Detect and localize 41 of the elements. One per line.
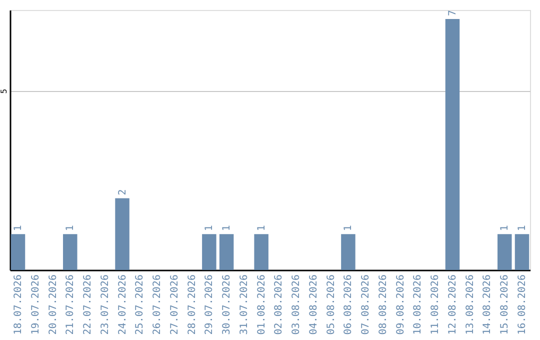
data-label: 1 [12,225,24,232]
x-tick-label: 21.07.2026 [65,274,76,335]
x-tick-label: 08.08.2026 [378,274,389,335]
data-label: 1 [343,225,354,232]
data-label: 1 [500,225,511,232]
x-tick-label: 25.07.2026 [134,274,146,335]
x-tick-label: 20.07.2026 [48,274,59,335]
x-tick-label: 18.07.2026 [12,274,24,335]
x-tick-label: 04.08.2026 [308,274,320,335]
x-tick-label: 19.07.2026 [30,274,42,335]
x-tick-label: 26.07.2026 [152,274,164,335]
data-label: 1 [222,225,233,232]
x-tick-label: 22.07.2026 [82,274,94,335]
x-tick-label: 16.08.2026 [517,274,528,335]
x-tick-label: 27.07.2026 [169,274,180,335]
data-label: 1 [65,225,76,232]
x-tick-label: 09.08.2026 [395,274,406,335]
x-tick-label: 13.08.2026 [464,274,476,335]
x-tick-label: 03.08.2026 [291,274,302,335]
x-tick-label: 30.07.2026 [222,274,233,335]
x-tick-label: 23.07.2026 [100,274,111,335]
data-label: 1 [256,225,268,232]
x-tick-label: 02.08.2026 [274,274,285,335]
x-tick-label: 06.08.2026 [343,274,354,335]
data-label: 2 [117,189,128,196]
data-label: 7 [447,10,458,16]
x-tick-label: 31.07.2026 [238,274,250,335]
x-tick-label: 05.08.2026 [326,274,337,335]
x-tick-label: 12.08.2026 [447,274,458,335]
x-tick-label: 07.08.2026 [360,274,372,335]
x-tick-label: 14.08.2026 [482,274,494,335]
data-label: 1 [204,225,216,232]
x-tick-label: 11.08.2026 [430,274,442,335]
x-tick-label: 10.08.2026 [412,274,424,335]
data-label: 1 [517,225,528,232]
x-tick-label: 29.07.2026 [204,274,216,335]
x-tick-label: 15.08.2026 [500,274,511,335]
y-tick-label: 5 [0,88,8,94]
x-tick-label: 24.07.2026 [117,274,128,335]
x-tick-label: 28.07.2026 [186,274,198,335]
x-tick-label: 01.08.2026 [256,274,268,335]
